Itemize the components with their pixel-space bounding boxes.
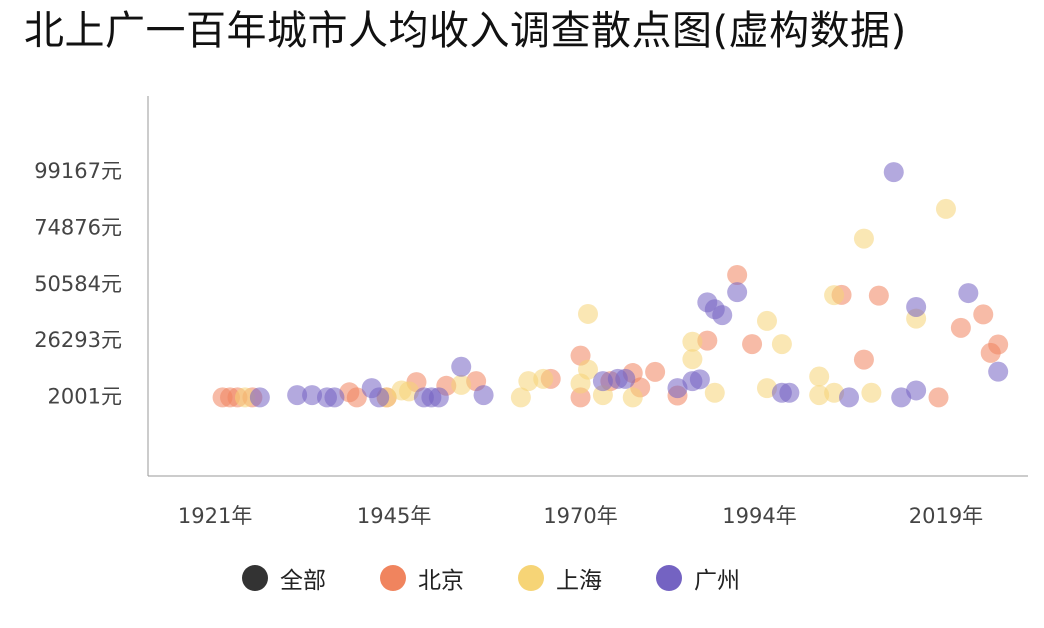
legend-label-shanghai: 上海 (556, 568, 602, 594)
legend-swatch-all (242, 565, 268, 591)
legend-swatch-beijing (380, 565, 406, 591)
data-point-guangzhou (615, 368, 636, 389)
data-point-shanghai (622, 387, 643, 408)
data-point-guangzhou (369, 387, 390, 408)
y-tick-label: 99167元 (34, 159, 122, 183)
data-point-shanghai (592, 385, 613, 406)
data-point-shanghai (809, 385, 830, 406)
data-point-guangzhou (302, 385, 323, 406)
data-points (212, 162, 1009, 408)
data-point-guangzhou (727, 282, 748, 303)
series-guangzhou (249, 162, 1009, 408)
y-tick-label: 2001元 (48, 384, 122, 408)
data-point-shanghai (682, 349, 703, 370)
legend-label-beijing: 北京 (418, 568, 464, 594)
data-point-shanghai (533, 368, 554, 389)
data-point-shanghai (234, 387, 255, 408)
legend-label-guangzhou: 广州 (694, 568, 740, 594)
data-point-guangzhou (451, 356, 472, 377)
chart-title: 北上广一百年城市人均收入调查散点图(虚构数据) (24, 8, 907, 54)
legend-item-all[interactable]: 全部 (242, 561, 326, 595)
data-point-guangzhou (667, 378, 688, 399)
data-point-shanghai (518, 371, 539, 392)
data-point-beijing (928, 387, 949, 408)
data-point-beijing (346, 387, 367, 408)
data-point-beijing (697, 330, 718, 351)
data-point-shanghai (451, 374, 472, 395)
data-point-shanghai (809, 366, 830, 387)
data-point-guangzhou (891, 387, 912, 408)
legend-item-beijing[interactable]: 北京 (380, 561, 464, 595)
y-tick-label: 74876元 (34, 215, 122, 239)
data-point-guangzhou (592, 371, 613, 392)
data-point-guangzhou (779, 382, 800, 403)
data-point-beijing (742, 334, 763, 355)
data-point-shanghai (861, 382, 882, 403)
y-axis-ticks: 2001元 26293元 50584元 74876元 99167元 (34, 159, 122, 408)
legend: 全部 北京 上海 广州 (242, 560, 794, 596)
axes (147, 96, 1028, 477)
data-point-guangzhou (428, 387, 449, 408)
data-point-guangzhou (689, 369, 710, 390)
data-point-shanghai (853, 228, 874, 249)
data-point-guangzhou (249, 387, 270, 408)
data-point-guangzhou (839, 387, 860, 408)
data-point-shanghai (682, 331, 703, 352)
x-tick-label: 1994年 (722, 504, 796, 528)
data-point-guangzhou (906, 380, 927, 401)
data-point-beijing (645, 361, 666, 382)
x-tick-label: 2019年 (909, 504, 983, 528)
data-point-guangzhou (324, 387, 345, 408)
data-point-beijing (570, 387, 591, 408)
x-axis-ticks: 1921年 1945年 1970年 1994年 2019年 (178, 504, 983, 528)
data-point-beijing (950, 317, 971, 338)
legend-item-shanghai[interactable]: 上海 (518, 561, 602, 595)
data-point-guangzhou (287, 385, 308, 406)
y-tick-label: 26293元 (34, 328, 122, 352)
data-point-beijing (988, 334, 1009, 355)
data-point-shanghai (756, 310, 777, 331)
data-point-guangzhou (988, 361, 1009, 382)
data-point-guangzhou (712, 305, 733, 326)
legend-label-all: 全部 (280, 568, 326, 594)
data-point-shanghai (824, 285, 845, 306)
data-point-beijing (853, 349, 874, 370)
data-point-beijing (973, 304, 994, 325)
data-point-beijing (727, 264, 748, 285)
data-point-guangzhou (958, 283, 979, 304)
data-point-shanghai (578, 359, 598, 380)
data-point-shanghai (935, 198, 956, 219)
x-tick-label: 1970年 (543, 504, 617, 528)
data-point-shanghai (578, 303, 598, 324)
legend-swatch-shanghai (518, 565, 544, 591)
x-tick-label: 1945年 (357, 504, 431, 528)
y-tick-label: 50584元 (34, 272, 122, 296)
legend-swatch-guangzhou (656, 565, 682, 591)
data-point-guangzhou (473, 385, 494, 406)
data-point-shanghai (704, 382, 725, 403)
data-point-guangzhou (906, 296, 927, 317)
data-point-guangzhou (883, 162, 904, 183)
data-point-beijing (868, 285, 889, 306)
data-point-shanghai (771, 334, 792, 355)
x-tick-label: 1921年 (178, 504, 252, 528)
legend-item-guangzhou[interactable]: 广州 (656, 561, 740, 595)
data-point-shanghai (510, 387, 531, 408)
series-shanghai (234, 198, 956, 408)
